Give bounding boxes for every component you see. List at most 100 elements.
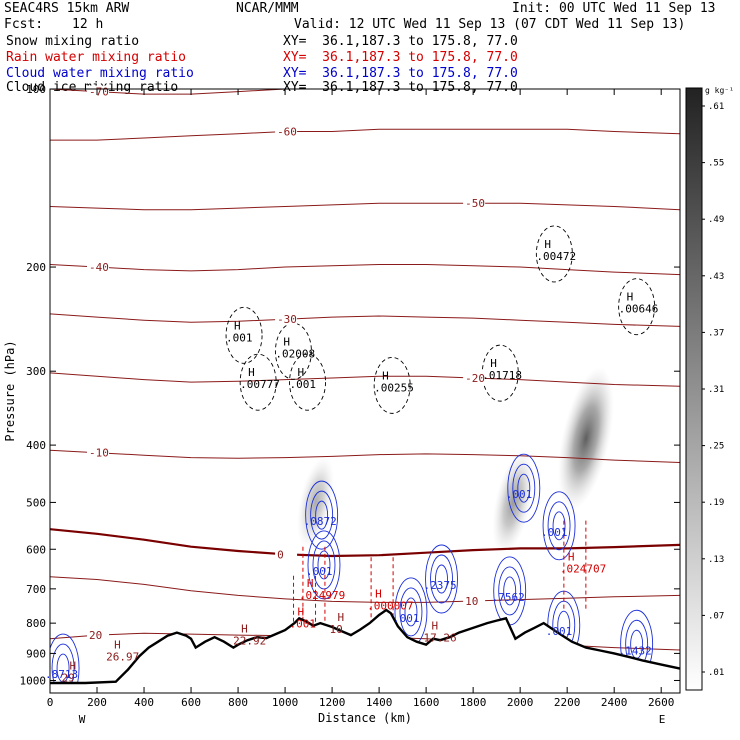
plot-frame	[49, 88, 681, 694]
rain-h-2: H	[298, 606, 305, 619]
cloud-water-contour-4	[507, 453, 541, 523]
cloud-ice-label-0: .001	[226, 331, 253, 344]
colorbar-tick-label: .25	[708, 442, 724, 452]
y-tick-label: 700	[26, 583, 46, 596]
terrain-line	[50, 608, 681, 685]
colorbar: .01 .07 .13 .19 .25 .31 .37 .43 .49 .55 .61 g kg⁻¹	[685, 86, 734, 691]
x-tick-label: 0	[47, 696, 54, 709]
y-tick-label: 200	[26, 261, 46, 274]
y-tick-label: 500	[26, 496, 46, 509]
cloud-ice-label-5: .01718	[482, 369, 522, 382]
isotherm-label: -20	[465, 372, 485, 385]
isotherm-label-bg	[463, 197, 486, 210]
x-tick-label: 2200	[554, 696, 581, 709]
colorbar-tick-label: .55	[708, 159, 724, 169]
init-time: Init: 00 UTC Wed 11 Sep 13	[512, 1, 716, 16]
rain-label-2: .001	[290, 618, 317, 631]
x-tick-label: 800	[228, 696, 248, 709]
cloud-water-contour-3	[498, 566, 522, 616]
cloud-water-label-4: .001	[506, 488, 532, 501]
temp-extreme-h-1: H	[114, 638, 121, 651]
isotherm--70	[50, 89, 342, 95]
y-tick-label: 1000	[20, 674, 47, 687]
cloud-water-contour-9	[50, 633, 80, 693]
x-tick-label: 1600	[413, 696, 440, 709]
isotherm-label: 20	[89, 629, 102, 642]
isotherm--60	[50, 128, 680, 141]
y-axis-label: Pressure (hPa)	[3, 340, 17, 441]
colorbar-tick-label: .61	[708, 102, 724, 112]
terrain-profile	[50, 608, 681, 693]
temp-extreme-h-4: H	[70, 659, 77, 672]
temp-extreme-label-4: 29	[62, 671, 75, 684]
isotherm--10	[50, 449, 680, 463]
snow-max-0	[558, 367, 614, 511]
cloud-ice-h-3: H	[298, 366, 305, 379]
snow-max-2	[492, 450, 534, 555]
temp-extreme-label-1: 26.97	[106, 650, 139, 663]
y-tick-label: 300	[26, 365, 46, 378]
x-axis-label: Distance (km)	[318, 711, 412, 725]
x-tick-label: 2600	[648, 696, 675, 709]
cloud-ice-contour-7	[618, 278, 656, 336]
isotherm-label: -40	[89, 261, 109, 274]
y-tick-label: 900	[26, 647, 46, 660]
rain-h-1: H	[568, 551, 575, 564]
field-cloudice-xy: XY= 36.1,187.3 to 175.8, 77.0	[283, 80, 518, 95]
cloud-ice-contour-1	[239, 353, 277, 411]
isotherm--20	[50, 372, 680, 387]
cloud-ice-contour-0	[225, 306, 263, 364]
isotherm-label: 0	[277, 548, 284, 561]
isotherm-label-bg	[275, 548, 298, 561]
field-rain-xy: XY= 36.1,187.3 to 175.8, 77.0	[283, 50, 518, 65]
rain-label-1: .024707	[560, 563, 606, 576]
cloud-ice-contour-4	[373, 356, 411, 414]
cloud-water-contour-6	[399, 587, 423, 637]
colorbar-tick-label: .13	[708, 555, 724, 565]
cloud-water-contour-4	[517, 473, 531, 503]
field-cloudwater-name: Cloud water mixing ratio	[6, 66, 194, 81]
rain-contour-2	[293, 575, 317, 666]
isotherm-label-bg	[275, 313, 298, 326]
cloud-water-label-6: .001	[393, 612, 420, 625]
isotherm-label-bg	[275, 125, 298, 138]
isotherm-label: -30	[277, 313, 297, 326]
y-tick-label: 100	[26, 83, 46, 96]
x-tick-label: 2000	[507, 696, 534, 709]
isotherm-label-bg	[87, 446, 110, 459]
x-tick-label: 1400	[366, 696, 393, 709]
rain-contour-3	[370, 557, 394, 648]
valid-time: Valid: 12 UTC Wed 11 Sep 13 (07 CDT Wed …	[294, 17, 686, 32]
isotherm--50	[50, 202, 680, 211]
isotherm-label-bg	[87, 261, 110, 274]
colorbar-tick-label: .31	[708, 385, 724, 395]
rain-contour-1	[563, 520, 587, 611]
cloud-ice-contour-2	[274, 322, 312, 380]
field-snow-xy: XY= 36.1,187.3 to 175.8, 77.0	[283, 34, 518, 49]
cloud-ice-contour-6	[535, 225, 573, 283]
cloud-water-contour-0	[305, 480, 339, 550]
hydrometeor-contours	[50, 225, 656, 693]
colorbar-tick-label: .01	[708, 668, 724, 678]
rain-h-0: H	[307, 577, 314, 590]
isotherm-label: -50	[465, 197, 485, 210]
isotherm-10	[50, 576, 680, 603]
cloud-water-contour-4	[512, 463, 536, 513]
cloud-ice-label-3: .001	[290, 378, 317, 391]
temp-extreme-h-2: H	[432, 619, 439, 632]
cloud-ice-label-2: .02008	[275, 347, 315, 360]
isotherm-label-bg	[87, 629, 110, 642]
cloud-ice-h-6: H	[544, 238, 551, 251]
cloud-water-contour-2	[430, 554, 453, 604]
isotherm-label-bg	[463, 371, 486, 384]
colorbar-unit: g kg⁻¹	[705, 86, 734, 95]
institution-label: NCAR/MMM	[236, 1, 299, 16]
cloud-ice-h-7: H	[627, 291, 634, 304]
cloud-water-contour-5	[547, 501, 571, 551]
x-tick-label: 200	[87, 696, 107, 709]
cloud-ice-label-6: .00472	[536, 250, 576, 263]
isotherm--30	[50, 313, 680, 327]
cloud-ice-h-2: H	[283, 335, 290, 348]
west-label: W	[79, 713, 86, 726]
cloud-water-contour-5	[552, 511, 566, 541]
